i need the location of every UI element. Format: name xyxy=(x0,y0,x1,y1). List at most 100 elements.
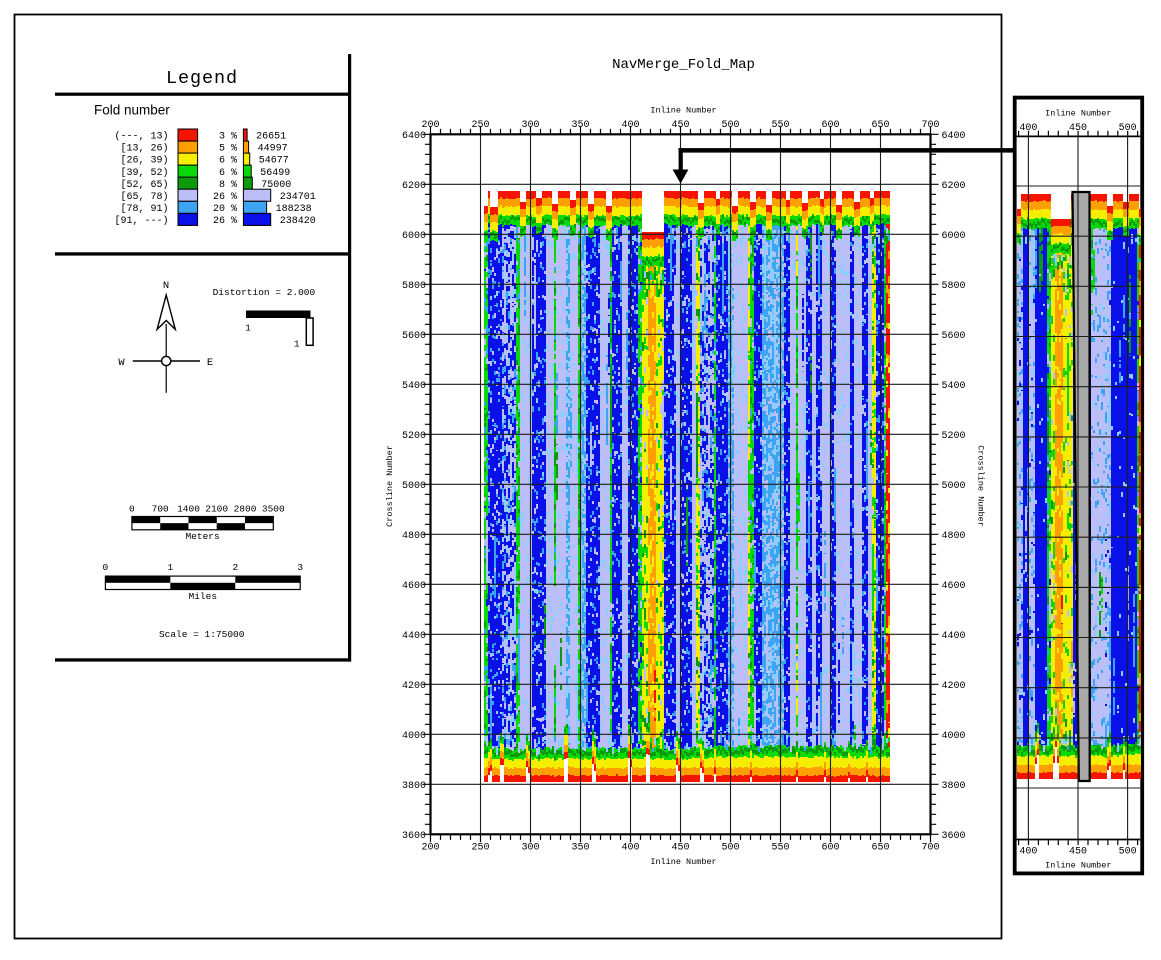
svg-text:500: 500 xyxy=(721,843,739,854)
svg-text:8 %: 8 % xyxy=(219,180,237,191)
svg-text:0: 0 xyxy=(129,503,135,514)
svg-text:1: 1 xyxy=(167,562,173,573)
svg-text:W: W xyxy=(118,357,125,369)
svg-text:Meters: Meters xyxy=(185,531,219,542)
svg-text:5200: 5200 xyxy=(942,431,966,442)
svg-text:5400: 5400 xyxy=(942,381,966,392)
svg-text:400: 400 xyxy=(621,843,639,854)
svg-text:2800: 2800 xyxy=(234,503,257,514)
svg-text:400: 400 xyxy=(621,120,639,131)
svg-text:26651: 26651 xyxy=(256,132,286,143)
svg-text:4200: 4200 xyxy=(942,681,966,692)
svg-text:200: 200 xyxy=(421,843,439,854)
svg-text:238420: 238420 xyxy=(280,216,316,227)
svg-text:20 %: 20 % xyxy=(213,204,237,215)
svg-text:1: 1 xyxy=(294,338,300,349)
svg-text:Inline Number: Inline Number xyxy=(650,857,716,867)
svg-text:3500: 3500 xyxy=(262,503,285,514)
svg-text:500: 500 xyxy=(721,120,739,131)
svg-text:2100: 2100 xyxy=(205,503,228,514)
svg-text:5600: 5600 xyxy=(402,331,426,342)
svg-text:0: 0 xyxy=(103,562,109,573)
svg-text:600: 600 xyxy=(821,843,839,854)
svg-text:4400: 4400 xyxy=(402,631,426,642)
svg-text:3 %: 3 % xyxy=(219,132,237,143)
svg-text:200: 200 xyxy=(421,120,439,131)
svg-text:700: 700 xyxy=(921,843,939,854)
svg-text:4600: 4600 xyxy=(402,581,426,592)
svg-text:6400: 6400 xyxy=(402,131,426,142)
svg-text:[13, 26): [13, 26) xyxy=(120,143,168,155)
svg-text:3600: 3600 xyxy=(402,831,426,842)
svg-text:4400: 4400 xyxy=(942,631,966,642)
svg-text:5 %: 5 % xyxy=(219,144,237,155)
svg-text:350: 350 xyxy=(571,843,589,854)
svg-text:5800: 5800 xyxy=(942,281,966,292)
svg-text:5000: 5000 xyxy=(402,481,426,492)
svg-text:[52, 65): [52, 65) xyxy=(120,179,168,191)
svg-text:500: 500 xyxy=(1119,847,1137,858)
svg-text:6 %: 6 % xyxy=(219,156,237,167)
svg-text:650: 650 xyxy=(871,120,889,131)
svg-text:600: 600 xyxy=(821,120,839,131)
svg-text:5600: 5600 xyxy=(942,331,966,342)
svg-text:3: 3 xyxy=(297,562,303,573)
svg-text:[39, 52): [39, 52) xyxy=(120,167,168,179)
svg-text:5000: 5000 xyxy=(942,481,966,492)
svg-text:6400: 6400 xyxy=(942,131,966,142)
svg-text:3600: 3600 xyxy=(942,831,966,842)
svg-text:Inline Number: Inline Number xyxy=(1045,861,1111,871)
svg-text:550: 550 xyxy=(771,120,789,131)
svg-text:Fold number: Fold number xyxy=(94,103,170,118)
svg-text:[78, 91): [78, 91) xyxy=(120,203,168,215)
svg-text:6000: 6000 xyxy=(942,231,966,242)
svg-text:Scale = 1:75000: Scale = 1:75000 xyxy=(159,629,245,640)
svg-text:26 %: 26 % xyxy=(213,216,237,227)
svg-text:56499: 56499 xyxy=(260,168,290,179)
svg-text:E: E xyxy=(207,357,213,369)
svg-text:4000: 4000 xyxy=(402,731,426,742)
svg-text:[91, ---): [91, ---) xyxy=(114,215,168,227)
svg-text:Distortion = 2.000: Distortion = 2.000 xyxy=(213,287,316,298)
svg-text:Inline Number: Inline Number xyxy=(1045,109,1111,119)
svg-text:300: 300 xyxy=(521,843,539,854)
svg-text:3800: 3800 xyxy=(942,781,966,792)
svg-text:5400: 5400 xyxy=(402,381,426,392)
svg-text:450: 450 xyxy=(671,843,689,854)
svg-text:54677: 54677 xyxy=(259,156,289,167)
svg-text:450: 450 xyxy=(1069,847,1087,858)
svg-text:4200: 4200 xyxy=(402,681,426,692)
svg-text:(---, 13): (---, 13) xyxy=(114,131,168,143)
svg-text:Crossline Number: Crossline Number xyxy=(976,445,986,527)
svg-text:6200: 6200 xyxy=(942,181,966,192)
svg-text:500: 500 xyxy=(1119,123,1137,134)
svg-text:300: 300 xyxy=(521,120,539,131)
svg-text:N: N xyxy=(163,280,169,292)
svg-text:75000: 75000 xyxy=(261,180,291,191)
svg-text:1: 1 xyxy=(245,323,251,334)
svg-text:700: 700 xyxy=(921,120,939,131)
svg-text:5200: 5200 xyxy=(402,431,426,442)
svg-text:Crossline Number: Crossline Number xyxy=(385,445,395,527)
svg-text:250: 250 xyxy=(471,843,489,854)
svg-text:5800: 5800 xyxy=(402,281,426,292)
svg-text:188238: 188238 xyxy=(276,204,312,215)
svg-text:650: 650 xyxy=(871,843,889,854)
svg-text:Miles: Miles xyxy=(189,591,218,602)
svg-text:400: 400 xyxy=(1019,847,1037,858)
svg-text:6000: 6000 xyxy=(402,231,426,242)
svg-text:550: 550 xyxy=(771,843,789,854)
svg-text:4000: 4000 xyxy=(942,731,966,742)
svg-text:400: 400 xyxy=(1019,123,1037,134)
svg-text:4600: 4600 xyxy=(942,581,966,592)
svg-text:700: 700 xyxy=(152,503,169,514)
svg-text:250: 250 xyxy=(471,120,489,131)
svg-text:4800: 4800 xyxy=(942,531,966,542)
svg-text:450: 450 xyxy=(671,120,689,131)
svg-text:44997: 44997 xyxy=(258,144,288,155)
svg-text:6 %: 6 % xyxy=(219,168,237,179)
svg-text:26 %: 26 % xyxy=(213,192,237,203)
svg-text:Legend: Legend xyxy=(166,68,238,89)
svg-text:2: 2 xyxy=(232,562,238,573)
svg-text:350: 350 xyxy=(571,120,589,131)
